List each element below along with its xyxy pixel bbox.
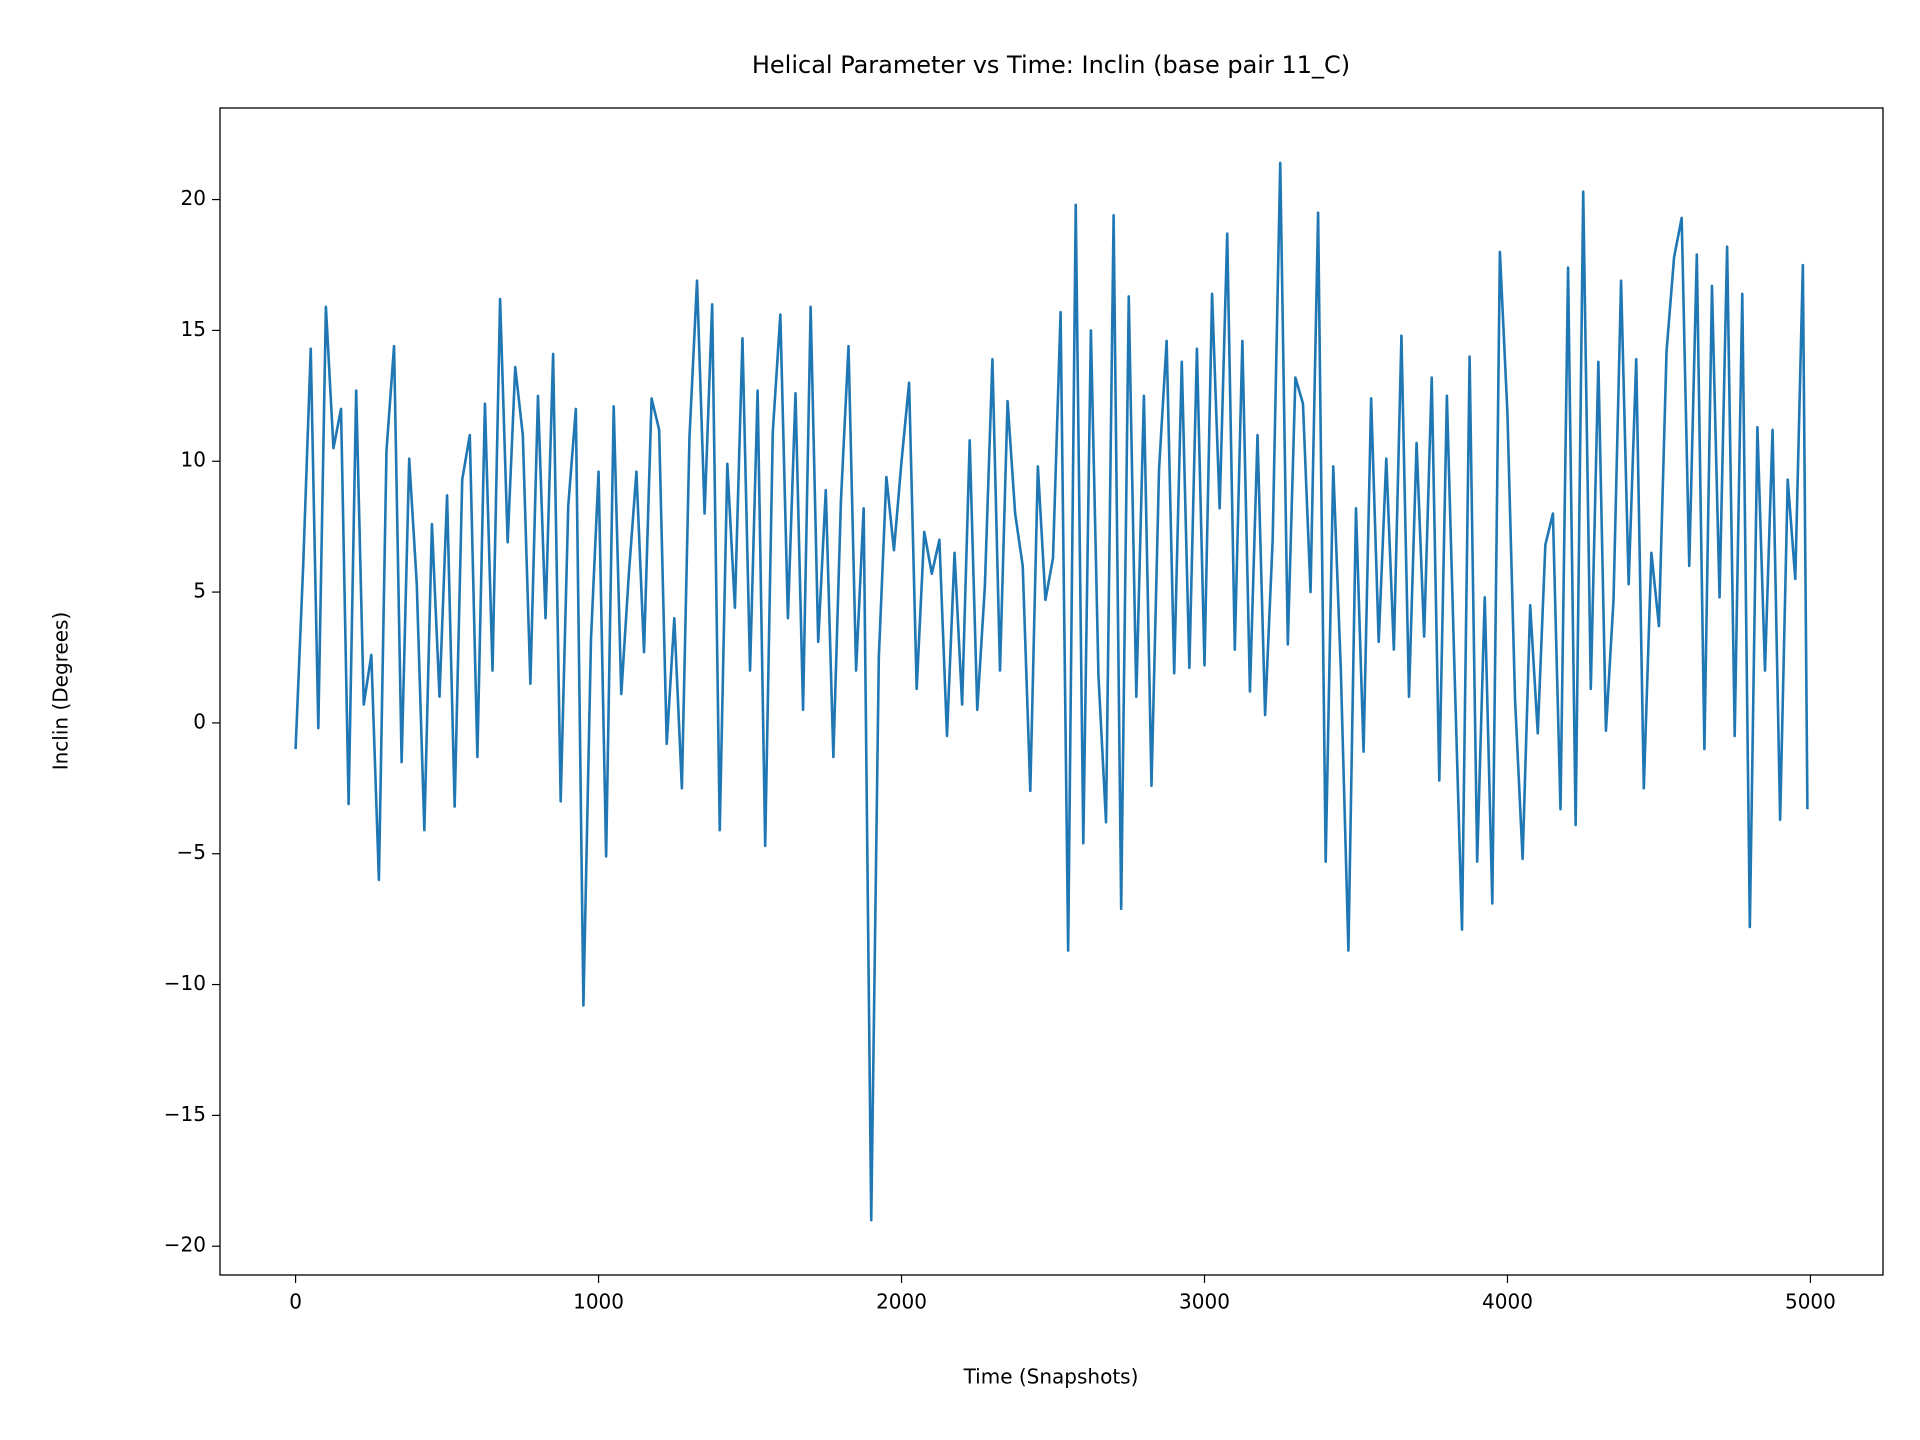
- plot-frame: [219, 107, 1884, 1276]
- x-axis-label: Time (Snapshots): [963, 1365, 1139, 1389]
- y-tick-label: −5: [177, 840, 206, 864]
- x-tick-label: 4000: [1482, 1290, 1533, 1314]
- y-tick-label: 10: [181, 448, 206, 472]
- x-tick-label: 2000: [876, 1290, 927, 1314]
- x-tick-label: 0: [289, 1290, 302, 1314]
- chart-title: Helical Parameter vs Time: Inclin (base …: [752, 51, 1350, 79]
- y-tick-label: −20: [164, 1233, 206, 1257]
- y-axis-label: Inclin (Degrees): [49, 612, 73, 771]
- data-line: [294, 161, 1809, 1222]
- y-tick-label: 15: [181, 317, 206, 341]
- x-tick-label: 3000: [1179, 1290, 1230, 1314]
- y-tick-label: 0: [193, 709, 206, 733]
- y-tick-label: −10: [164, 971, 206, 995]
- x-tick-label: 5000: [1785, 1290, 1836, 1314]
- y-tick-label: 20: [181, 186, 206, 210]
- y-tick-label: −15: [164, 1102, 206, 1126]
- y-tick-label: 5: [193, 579, 206, 603]
- x-tick-label: 1000: [573, 1290, 624, 1314]
